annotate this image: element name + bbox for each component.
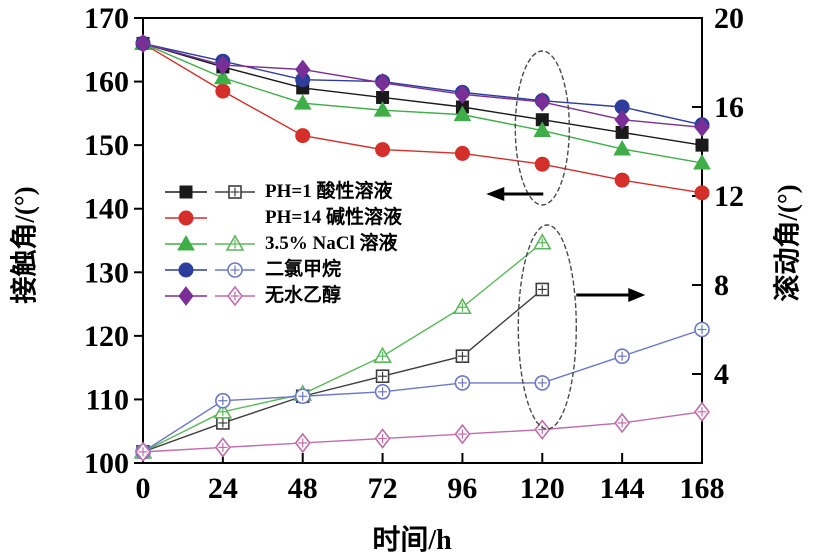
right-tick-label: 12 <box>714 180 744 213</box>
series-ethanol-contact <box>135 33 710 138</box>
diamond-marker-swatch <box>165 285 255 307</box>
left-tick-label: 130 <box>84 256 129 289</box>
x-tick-label: 120 <box>520 472 565 505</box>
legend-label: 二氯甲烷 <box>265 259 342 280</box>
square-marker-swatch <box>165 185 255 199</box>
legend-item-0: PH=1 酸性溶液 <box>163 179 433 205</box>
left-axis-title: 接触角/(°) <box>9 186 40 304</box>
x-tick-label: 0 <box>136 472 151 505</box>
legend-item-2: 3.5% NaCl 溶液 <box>163 231 433 257</box>
left-tick-label: 100 <box>84 447 129 480</box>
x-tick-label: 24 <box>208 472 238 505</box>
arrow-left-icon <box>486 187 544 201</box>
series-ph1-rolling <box>136 282 550 459</box>
right-tick-label: 16 <box>714 91 744 124</box>
legend: PH=1 酸性溶液 PH=14 碱性溶液 3.5% NaCl 溶液 二氯甲烷无水乙醇 <box>163 179 433 309</box>
axes-frame <box>142 17 703 464</box>
ellipse-rolling-angle-group <box>517 224 577 430</box>
circle-marker-swatch <box>165 262 255 278</box>
right-tick-label: 8 <box>714 269 729 302</box>
circle-marker-swatch <box>165 210 207 226</box>
right-tick-label: 20 <box>714 2 744 35</box>
legend-label: 3.5% NaCl 溶液 <box>265 233 398 254</box>
series-ethanol-rolling <box>134 401 711 463</box>
left-tick-label: 140 <box>84 193 129 226</box>
x-tick-label: 168 <box>680 472 725 505</box>
ellipse-contact-angle-group <box>514 50 570 206</box>
legend-item-3: 二氯甲烷 <box>163 257 433 283</box>
legend-label: PH=1 酸性溶液 <box>265 181 393 202</box>
x-tick-label: 96 <box>447 472 477 505</box>
axis-ticks: 170 160 150 140 130 120 110 100 20 16 12 8 4 0 24 48 72 9… <box>84 2 744 505</box>
x-tick-label: 72 <box>368 472 398 505</box>
right-axis-title: 滚动角/(°) <box>772 184 803 302</box>
triangle-marker-swatch <box>165 234 255 251</box>
legend-label: 无水乙醇 <box>265 285 342 306</box>
legend-item-4: 无水乙醇 <box>163 283 433 309</box>
right-tick-label: 4 <box>714 358 729 391</box>
x-tick-label: 144 <box>600 472 645 505</box>
left-tick-label: 150 <box>84 129 129 162</box>
left-tick-label: 160 <box>84 66 129 99</box>
left-tick-label: 170 <box>84 2 129 35</box>
left-tick-label: 110 <box>86 383 129 416</box>
x-axis-title: 时间/h <box>372 525 452 556</box>
series-ph14-contact <box>135 35 710 201</box>
legend-label: PH=14 碱性溶液 <box>265 207 402 228</box>
legend-item-1: PH=14 碱性溶液 <box>163 205 433 231</box>
annotations <box>486 50 646 430</box>
left-tick-label: 120 <box>84 320 129 353</box>
x-tick-label: 48 <box>288 472 318 505</box>
arrow-right-icon <box>576 288 646 302</box>
